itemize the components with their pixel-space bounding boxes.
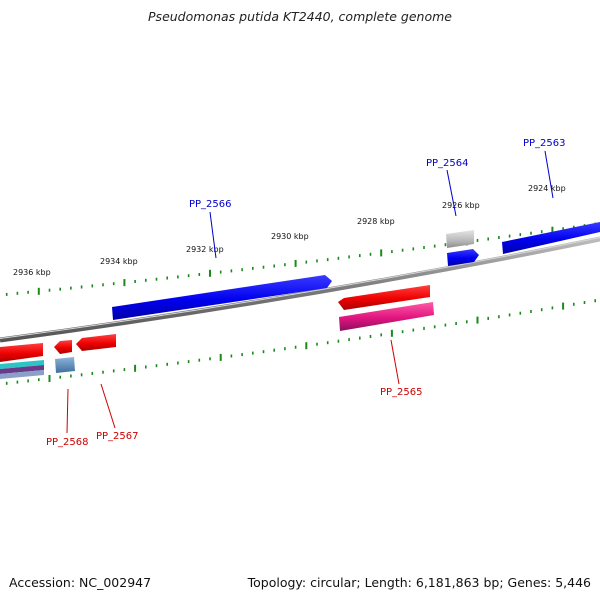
scale-label-2934: 2934 kbp (100, 257, 138, 266)
scale-label-2930: 2930 kbp (271, 232, 309, 241)
gene-label-pp2567[interactable]: PP_2567 (96, 431, 139, 442)
gene-label-pp2566[interactable]: PP_2566 (189, 199, 232, 210)
inner-scale-ticks (5, 299, 597, 385)
leader-line-pp2564 (446, 169, 457, 217)
map-title: Pseudomonas putida KT2440, complete geno… (148, 9, 452, 24)
purple-feature[interactable] (0, 365, 44, 374)
gene-pp2566-arrow[interactable] (112, 275, 332, 320)
pink-feature[interactable] (339, 302, 434, 331)
genome-backbone-highlight (0, 237, 600, 339)
steel-blue-feature[interactable] (55, 357, 75, 373)
scale-label-2932: 2932 kbp (186, 245, 224, 254)
leader-line-pp2563 (544, 150, 554, 199)
accession-text: Accession: NC_002947 (9, 575, 152, 590)
gene-pp2563-arrow[interactable] (502, 222, 600, 254)
leader-line-pp2567 (100, 383, 116, 429)
scale-label-2926: 2926 kbp (442, 201, 480, 210)
teal-feature[interactable] (0, 360, 44, 369)
leader-line-pp2568 (66, 388, 69, 434)
lavender-feature[interactable] (0, 370, 44, 379)
scale-label-2924: 2924 kbp (528, 184, 566, 193)
genome-summary-text: Topology: circular; Length: 6,181,863 bp… (247, 575, 591, 590)
gene-pp2568-arrow[interactable] (54, 340, 72, 354)
leader-line-pp2565 (390, 339, 400, 385)
gene-pp2564-arrow[interactable] (447, 249, 479, 266)
gene-label-pp2564[interactable]: PP_2564 (426, 158, 469, 169)
gene-left-red-arrow[interactable] (0, 343, 43, 362)
leader-line-pp2566 (209, 211, 217, 259)
gene-pp2565-arrow[interactable] (338, 285, 430, 310)
gene-label-pp2568[interactable]: PP_2568 (46, 437, 89, 448)
gene-label-pp2563[interactable]: PP_2563 (523, 138, 566, 149)
gene-label-pp2565[interactable]: PP_2565 (380, 387, 423, 398)
gene-pp2567-arrow[interactable] (76, 334, 116, 351)
genome-backbone (0, 236, 600, 343)
grey-feature[interactable] (446, 230, 474, 248)
scale-label-2936: 2936 kbp (13, 268, 51, 277)
scale-label-2928: 2928 kbp (357, 217, 395, 226)
